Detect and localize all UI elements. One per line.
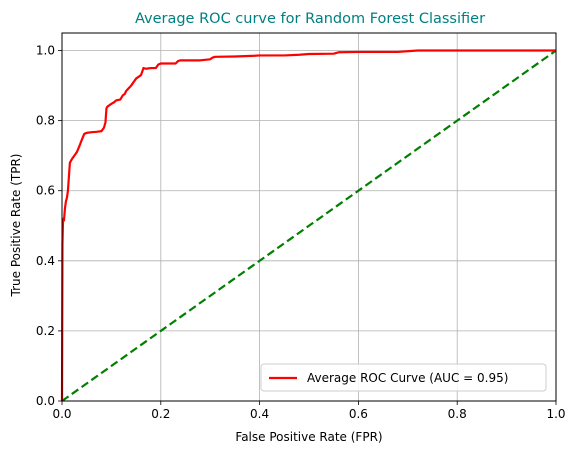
x-axis-label: False Positive Rate (FPR) (235, 430, 382, 444)
x-tick-label: 0.0 (52, 407, 71, 421)
plot-frame (61, 32, 557, 402)
roc-curve-line (60, 49, 556, 402)
x-axis-ticks: 0.0 0.2 0.4 0.6 0.8 1.0 (52, 401, 566, 421)
y-tick-label: 1.0 (36, 44, 55, 58)
y-axis-label: True Positive Rate (TPR) (9, 154, 23, 298)
series-layer (60, 49, 557, 402)
y-tick-label: 0.8 (36, 114, 55, 128)
chart-title: Average ROC curve for Random Forest Clas… (135, 11, 485, 27)
grid (61, 33, 557, 402)
y-tick-label: 0.6 (36, 184, 55, 198)
legend: Average ROC Curve (AUC = 0.95) (260, 363, 547, 392)
x-tick-label: 0.4 (250, 407, 269, 421)
x-tick-label: 0.6 (349, 407, 368, 421)
x-tick-label: 0.2 (151, 407, 170, 421)
legend-box (260, 363, 547, 392)
legend-label: Average ROC Curve (AUC = 0.95) (307, 371, 508, 385)
y-axis-ticks: 0.0 0.2 0.4 0.6 0.8 1.0 (36, 44, 62, 408)
x-tick-label: 1.0 (546, 407, 565, 421)
y-tick-label: 0.2 (36, 324, 55, 338)
y-tick-label: 0.0 (36, 394, 55, 408)
x-tick-label: 0.8 (448, 407, 467, 421)
chance-diagonal-line (61, 49, 557, 402)
y-tick-label: 0.4 (36, 254, 55, 268)
